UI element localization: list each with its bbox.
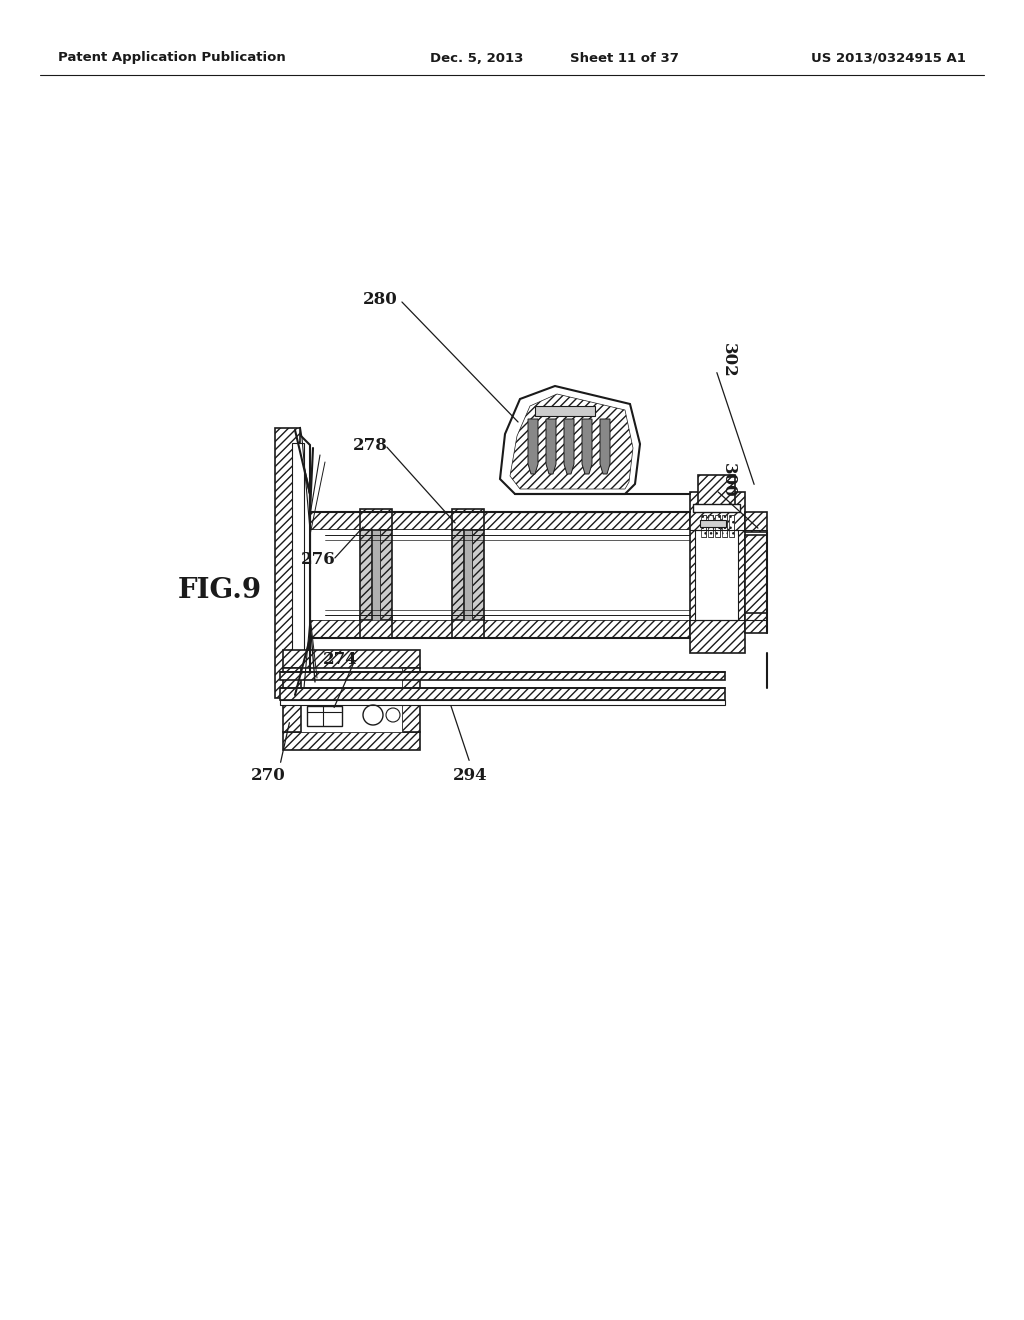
Bar	[301, 668, 402, 733]
Bar	[283, 649, 420, 668]
Bar	[280, 672, 725, 680]
Bar	[292, 444, 304, 682]
Text: 270: 270	[251, 767, 286, 784]
Bar	[693, 504, 740, 512]
Text: Patent Application Publication: Patent Application Publication	[58, 51, 286, 65]
Bar	[280, 688, 725, 700]
Text: Sheet 11 of 37: Sheet 11 of 37	[570, 51, 679, 65]
Bar	[360, 510, 392, 531]
Bar	[452, 531, 464, 620]
Bar	[535, 407, 595, 416]
Text: 278: 278	[352, 437, 387, 454]
Bar	[715, 515, 720, 537]
Bar	[701, 515, 706, 537]
Polygon shape	[564, 418, 574, 474]
Bar	[464, 531, 472, 620]
Polygon shape	[510, 393, 633, 488]
Polygon shape	[528, 418, 538, 474]
Text: Dec. 5, 2013: Dec. 5, 2013	[430, 51, 523, 65]
Bar	[745, 612, 767, 634]
Bar	[310, 512, 690, 531]
Polygon shape	[546, 418, 556, 474]
Bar	[360, 616, 392, 638]
Bar	[360, 531, 372, 620]
Text: 274: 274	[323, 652, 357, 668]
Text: 300: 300	[720, 463, 737, 498]
Bar	[307, 706, 342, 726]
Polygon shape	[600, 418, 610, 474]
Polygon shape	[582, 418, 592, 474]
Bar	[310, 620, 690, 638]
Bar	[729, 515, 734, 537]
Text: 276: 276	[301, 552, 336, 569]
Bar	[283, 668, 301, 733]
Bar	[723, 515, 727, 537]
Polygon shape	[500, 385, 640, 494]
Bar	[472, 531, 484, 620]
Bar	[402, 668, 420, 733]
Bar	[275, 428, 300, 698]
Text: 294: 294	[453, 767, 487, 784]
Bar	[698, 475, 735, 510]
Bar	[280, 700, 725, 705]
Bar	[452, 510, 484, 531]
Bar	[702, 515, 706, 537]
Bar	[283, 733, 420, 750]
Bar	[380, 531, 392, 620]
Polygon shape	[295, 430, 310, 512]
Bar	[730, 515, 734, 537]
Bar	[372, 531, 380, 620]
Bar	[310, 531, 690, 620]
Bar	[722, 515, 727, 537]
Bar	[452, 616, 484, 638]
Bar	[709, 515, 713, 537]
Bar	[695, 531, 738, 620]
Bar	[700, 520, 726, 527]
Bar	[716, 515, 720, 537]
Text: FIG.9: FIG.9	[178, 577, 262, 603]
Text: US 2013/0324915 A1: US 2013/0324915 A1	[811, 51, 966, 65]
Bar	[690, 492, 745, 653]
Bar	[708, 515, 713, 537]
Text: 302: 302	[720, 343, 737, 378]
Bar	[745, 512, 767, 532]
Text: 280: 280	[362, 292, 397, 309]
Bar	[745, 535, 767, 615]
